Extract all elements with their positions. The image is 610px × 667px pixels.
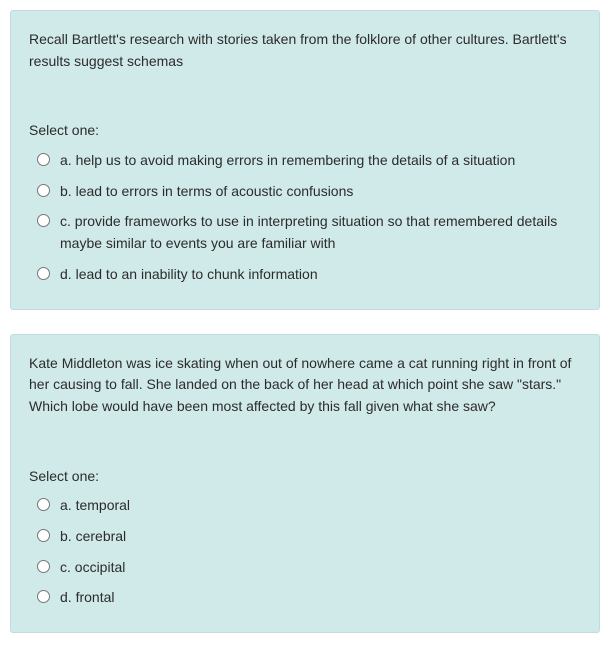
option-row: c. provide frameworks to use in interpre… [37,211,581,254]
option-row: b. cerebral [37,526,581,548]
select-one-label: Select one: [29,466,581,488]
question-card-1: Recall Bartlett's research with stories … [10,10,600,310]
option-radio-d[interactable] [37,267,50,280]
options-group: a. help us to avoid making errors in rem… [29,150,581,285]
option-row: c. occipital [37,557,581,579]
option-row: b. lead to errors in terms of acoustic c… [37,181,581,203]
option-radio-c[interactable] [37,214,50,227]
option-label[interactable]: d. frontal [60,587,581,609]
option-row: d. frontal [37,587,581,609]
option-row: a. help us to avoid making errors in rem… [37,150,581,172]
option-radio-a[interactable] [37,498,50,511]
option-radio-c[interactable] [37,560,50,573]
option-label[interactable]: b. lead to errors in terms of acoustic c… [60,181,581,203]
option-label[interactable]: c. occipital [60,557,581,579]
option-radio-b[interactable] [37,529,50,542]
option-radio-a[interactable] [37,153,50,166]
option-label[interactable]: b. cerebral [60,526,581,548]
option-radio-d[interactable] [37,590,50,603]
question-card-2: Kate Middleton was ice skating when out … [10,334,600,634]
option-label[interactable]: a. help us to avoid making errors in rem… [60,150,581,172]
option-label[interactable]: c. provide frameworks to use in interpre… [60,211,581,254]
option-label[interactable]: a. temporal [60,495,581,517]
option-row: a. temporal [37,495,581,517]
option-radio-b[interactable] [37,184,50,197]
question-text: Kate Middleton was ice skating when out … [29,353,581,418]
question-text: Recall Bartlett's research with stories … [29,29,581,72]
options-group: a. temporal b. cerebral c. occipital d. … [29,495,581,609]
option-label[interactable]: d. lead to an inability to chunk informa… [60,264,581,286]
select-one-label: Select one: [29,120,581,142]
option-row: d. lead to an inability to chunk informa… [37,264,581,286]
